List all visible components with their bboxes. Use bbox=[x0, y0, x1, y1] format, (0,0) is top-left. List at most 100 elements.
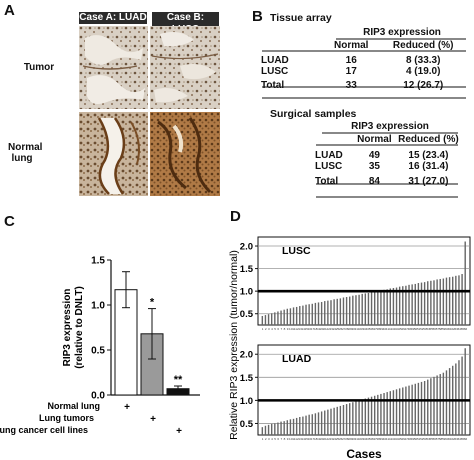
case-number: 61 bbox=[448, 437, 452, 441]
case-bar bbox=[327, 409, 329, 435]
micrograph-luad-tumor bbox=[79, 26, 148, 109]
case-number: 45 bbox=[398, 327, 402, 331]
table-header-row: Normal Reduced (%) bbox=[258, 40, 468, 51]
case-bar bbox=[267, 314, 270, 325]
group-plus: + bbox=[124, 402, 130, 413]
case-number: 27 bbox=[342, 327, 346, 331]
cell-reduced: 8 (33.3) bbox=[405, 55, 441, 66]
case-bar bbox=[305, 304, 307, 325]
case-bar bbox=[433, 280, 435, 325]
case-number: 64 bbox=[458, 437, 462, 441]
case-number: 28 bbox=[345, 327, 349, 331]
case-bar bbox=[336, 298, 338, 325]
case-bar bbox=[336, 406, 338, 435]
case-number: 23 bbox=[330, 437, 334, 441]
case-number: 25 bbox=[336, 437, 340, 441]
case-number: 25 bbox=[336, 327, 340, 331]
case-number: 13 bbox=[298, 437, 302, 441]
case-bar bbox=[277, 311, 279, 325]
table-row: LUSC 35 16 (31.4) bbox=[312, 161, 462, 172]
case-bar bbox=[264, 315, 267, 325]
case-number: 1 bbox=[262, 437, 264, 441]
case-number: 41 bbox=[386, 437, 390, 441]
case-number: 16 bbox=[308, 437, 312, 441]
case-bar bbox=[389, 391, 391, 435]
group-label: Lung cancer cell lines bbox=[0, 425, 88, 435]
case-number: 62 bbox=[451, 327, 455, 331]
micrograph-lusc-tumor bbox=[150, 26, 220, 109]
case-bar bbox=[370, 396, 373, 435]
cell-reduced: 4 (19.0) bbox=[405, 66, 441, 77]
cell-reduced: 16 (31.4) bbox=[408, 161, 449, 172]
case-bar bbox=[324, 410, 326, 435]
case-bar bbox=[358, 294, 360, 325]
case-number: 30 bbox=[351, 437, 355, 441]
case-number: 13 bbox=[298, 327, 302, 331]
case-bar bbox=[414, 383, 416, 435]
col-normal: Normal bbox=[333, 40, 369, 51]
case-number: 9 bbox=[287, 437, 289, 441]
case-bar bbox=[311, 414, 313, 435]
case-bar bbox=[305, 415, 307, 435]
case-number: 1 bbox=[262, 327, 264, 331]
case-number: 26 bbox=[339, 327, 343, 331]
case-bar bbox=[364, 293, 367, 325]
case-number: 15 bbox=[305, 437, 309, 441]
case-bar bbox=[349, 296, 351, 325]
case-number: 35 bbox=[367, 327, 371, 331]
tissue-array-title: Tissue array bbox=[270, 12, 332, 24]
case-bar bbox=[377, 291, 379, 325]
case-bar bbox=[349, 403, 351, 435]
case-bar bbox=[373, 291, 376, 325]
case-number: 20 bbox=[320, 437, 324, 441]
case-number: 3 bbox=[268, 437, 270, 441]
case-number: 45 bbox=[398, 437, 402, 441]
case-number: 63 bbox=[454, 327, 458, 331]
case-number: 9 bbox=[287, 327, 289, 331]
case-number: 54 bbox=[426, 437, 430, 441]
case-bar bbox=[330, 300, 332, 325]
case-bar bbox=[299, 306, 301, 325]
case-bar bbox=[395, 287, 398, 325]
case-bar bbox=[308, 304, 310, 325]
case-number: 18 bbox=[314, 437, 318, 441]
case-bar bbox=[373, 395, 376, 435]
case-bar bbox=[280, 310, 282, 325]
case-number: 24 bbox=[333, 437, 337, 441]
case-number: 31 bbox=[355, 327, 359, 331]
case-number: 2 bbox=[265, 437, 267, 441]
case-bar bbox=[308, 414, 310, 435]
case-number: 11 bbox=[292, 327, 295, 331]
cell-reduced: 12 (26.7) bbox=[403, 80, 444, 91]
case-bar bbox=[442, 372, 445, 435]
case-bar bbox=[286, 420, 288, 435]
case-number: 46 bbox=[401, 437, 405, 441]
table-header-row: Normal Reduced (%) bbox=[312, 134, 462, 145]
case-number: 17 bbox=[311, 437, 315, 441]
y-tick-label: 1.5 bbox=[240, 264, 254, 275]
case-number: 36 bbox=[370, 437, 374, 441]
case-bar bbox=[405, 285, 407, 325]
case-bar bbox=[274, 423, 276, 435]
case-number: 19 bbox=[317, 437, 321, 441]
case-bar bbox=[324, 301, 326, 325]
case-bar bbox=[370, 292, 373, 325]
case-bar bbox=[364, 398, 367, 435]
surgical-samples-table: Normal Reduced (%) LUAD 49 15 (23.4) LUS… bbox=[312, 134, 462, 187]
y-tick-label: 2.0 bbox=[240, 350, 253, 361]
case-bar bbox=[339, 298, 342, 325]
case-bar bbox=[398, 388, 401, 435]
case-bar bbox=[439, 278, 441, 325]
case-number: 40 bbox=[383, 327, 387, 331]
case-bar bbox=[361, 293, 363, 325]
case-number: 49 bbox=[411, 327, 415, 331]
table-row: Total 33 12 (26.7) bbox=[258, 80, 468, 91]
case-bar bbox=[420, 282, 423, 325]
row-label: LUSC bbox=[261, 66, 289, 77]
case-bar bbox=[330, 408, 332, 435]
case-bar bbox=[339, 405, 342, 435]
case-number: 60 bbox=[445, 327, 449, 331]
case-number: 46 bbox=[401, 327, 405, 331]
case-number: 55 bbox=[429, 327, 433, 331]
case-number: 40 bbox=[383, 437, 387, 441]
